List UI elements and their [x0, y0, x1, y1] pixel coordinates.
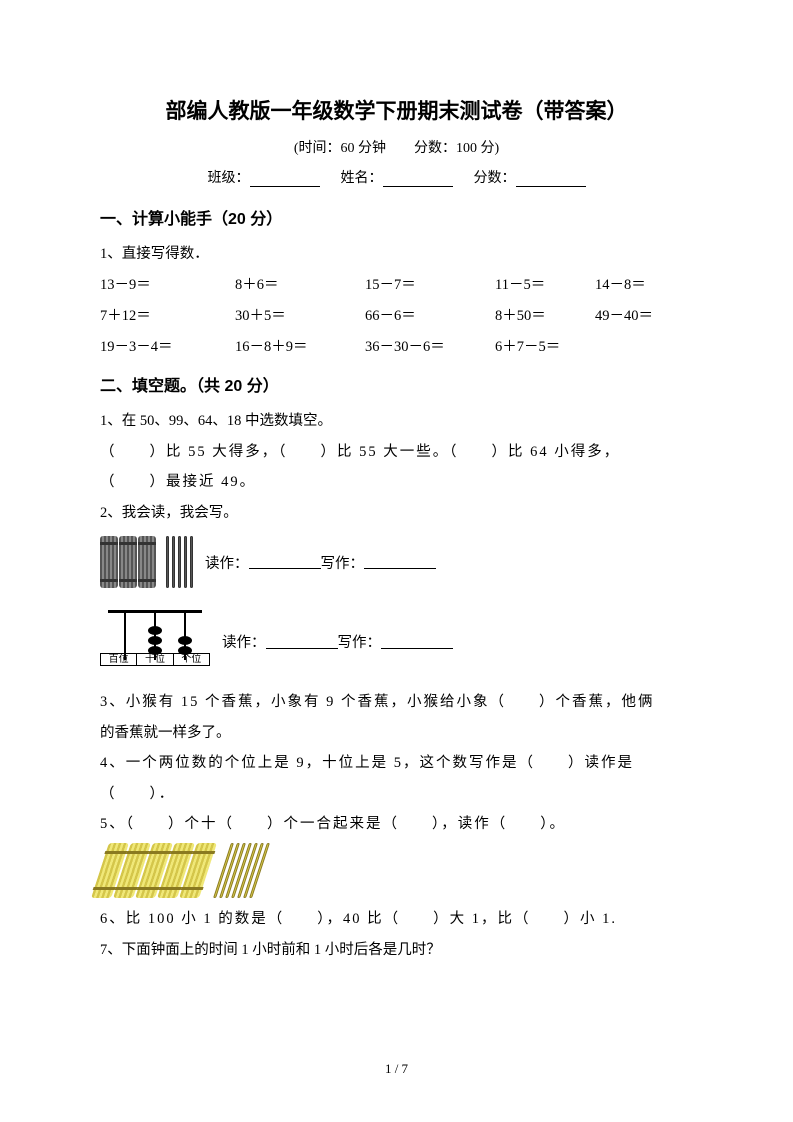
main-title: 部编人教版一年级数学下册期末测试卷（带答案）	[100, 95, 693, 125]
expr	[595, 333, 695, 362]
expr: 36－30－6＝	[365, 333, 495, 362]
write-label: 写作：	[321, 552, 365, 573]
section2-heading: 二、填空题。（共 20 分）	[100, 372, 693, 396]
section1-heading: 一、计算小能手（20 分）	[100, 205, 693, 229]
s2-q4-l2: （ ）．	[100, 779, 693, 809]
abacus-row: 百位 十位 个位 读作： 写作：	[100, 604, 693, 679]
expr: 30＋5＝	[235, 302, 365, 331]
s2-q5: 5、（ ）个十（ ）个一合起来是（ ），读作（ ）。	[100, 809, 693, 839]
read-blank[interactable]	[266, 635, 338, 649]
expr: 6＋7－5＝	[495, 333, 595, 362]
s2-q4: 4、一个两位数的个位上是 9，十位上是 5，这个数写作是（ ）读作是	[100, 748, 693, 778]
expr: 14－8＝	[595, 271, 695, 300]
write-blank[interactable]	[381, 635, 453, 649]
score-label: 分数：	[474, 171, 516, 186]
info-line: 班级： 姓名： 分数：	[100, 167, 693, 187]
expr: 49－40＝	[595, 302, 695, 331]
subtitle: (时间：60 分钟 分数：100 分)	[100, 137, 693, 157]
write-label: 写作：	[338, 631, 382, 652]
yellow-sticks-row	[100, 843, 693, 898]
abacus-hundreds: 百位	[101, 654, 137, 665]
s2-q1-l3: （ ）最接近 49。	[100, 467, 693, 497]
expr: 66－6＝	[365, 302, 495, 331]
expr: 7＋12＝	[100, 302, 235, 331]
class-label: 班级：	[208, 171, 250, 186]
class-blank[interactable]	[250, 173, 320, 187]
read-blank[interactable]	[249, 555, 321, 569]
read-label: 读作：	[222, 631, 266, 652]
math-row-1: 13－9＝ 8＋6＝ 15－7＝ 11－5＝ 14－8＝	[100, 271, 693, 300]
score-blank[interactable]	[516, 173, 586, 187]
yellow-bundle-icon	[100, 843, 208, 898]
sticks-row-1: 读作： 写作：	[100, 536, 693, 588]
abacus-icon: 百位 十位 个位	[100, 604, 210, 679]
expr: 8＋50＝	[495, 302, 595, 331]
s2-q6: 6、比 100 小 1 的数是（ ），40 比（ ）大 1，比（ ）小 1.	[100, 904, 693, 934]
name-label: 姓名：	[341, 171, 383, 186]
math-row-3: 19－3－4＝ 16－8＋9＝ 36－30－6＝ 6＋7－5＝	[100, 333, 693, 362]
read-label: 读作：	[205, 552, 249, 573]
abacus-tens: 十位	[137, 654, 173, 665]
expr: 16－8＋9＝	[235, 333, 365, 362]
bundle-tens-icon	[100, 536, 156, 588]
expr: 11－5＝	[495, 271, 595, 300]
yellow-sticks-icon	[222, 843, 261, 898]
s2-q2: 2、我会读，我会写。	[100, 498, 693, 528]
expr: 8＋6＝	[235, 271, 365, 300]
expr: 19－3－4＝	[100, 333, 235, 362]
s2-q7: 7、下面钟面上的时间 1 小时前和 1 小时后各是几时？	[100, 935, 693, 965]
expr: 15－7＝	[365, 271, 495, 300]
s2-q1: 1、在 50、99、64、18 中选数填空。	[100, 406, 693, 436]
math-row-2: 7＋12＝ 30＋5＝ 66－6＝ 8＋50＝ 49－40＝	[100, 302, 693, 331]
write-blank[interactable]	[364, 555, 436, 569]
s2-q1-l2: （ ）比 55 大得多，（ ）比 55 大一些。（ ）比 64 小得多，	[100, 437, 693, 467]
s1-q1-label: 1、直接写得数．	[100, 239, 693, 269]
sticks-ones-icon	[166, 536, 193, 588]
page-number: 1 / 7	[0, 1061, 793, 1077]
expr: 13－9＝	[100, 271, 235, 300]
abacus-ones: 个位	[174, 654, 209, 665]
s2-q3-l2: 的香蕉就一样多了。	[100, 718, 693, 748]
s2-q3: 3、小猴有 15 个香蕉，小象有 9 个香蕉，小猴给小象（ ）个香蕉，他俩	[100, 687, 693, 717]
name-blank[interactable]	[383, 173, 453, 187]
